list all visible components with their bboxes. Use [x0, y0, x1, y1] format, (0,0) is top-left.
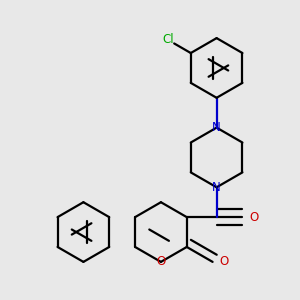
Text: O: O — [249, 211, 258, 224]
Text: O: O — [156, 255, 166, 268]
Text: N: N — [212, 121, 221, 134]
Text: O: O — [220, 255, 229, 268]
Text: N: N — [212, 181, 221, 194]
Text: Cl: Cl — [162, 33, 174, 46]
